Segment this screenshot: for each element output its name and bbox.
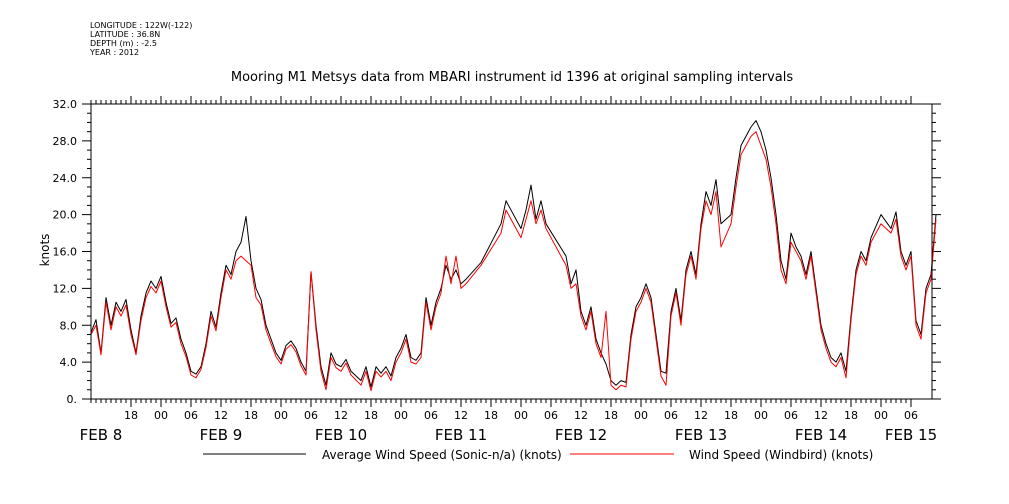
x-tick-label: 06 — [664, 409, 678, 422]
x-day-label: FEB 14 — [795, 426, 847, 444]
x-tick-label: 00 — [634, 409, 648, 422]
x-day-label: FEB 13 — [675, 426, 727, 444]
y-tick-label: 8.0 — [60, 319, 78, 332]
x-tick-label: 12 — [694, 409, 708, 422]
x-day-label: FEB 8 — [80, 426, 123, 444]
x-tick-label: 18 — [844, 409, 858, 422]
x-day-label: FEB 12 — [555, 426, 607, 444]
x-tick-label: 00 — [154, 409, 168, 422]
x-tick-label: 00 — [394, 409, 408, 422]
y-axis-label: knots — [38, 234, 52, 267]
y-tick-label: 20.0 — [53, 209, 78, 222]
year-label: YEAR : 2012 — [90, 48, 140, 57]
depth-label: DEPTH (m) : -2.5 — [90, 39, 157, 48]
x-day-label: FEB 9 — [200, 426, 243, 444]
series-layer — [90, 120, 937, 392]
x-tick-label: 06 — [544, 409, 558, 422]
x-tick-label: 18 — [124, 409, 138, 422]
y-tick-label: 32.0 — [53, 98, 78, 111]
x-day-label: FEB 11 — [435, 426, 487, 444]
x-tick-label: 00 — [754, 409, 768, 422]
legend-label-windbird: Wind Speed (Windbird) (knots) — [689, 448, 873, 462]
x-tick-label: 00 — [874, 409, 888, 422]
x-tick-label: 18 — [364, 409, 378, 422]
x-day-label: FEB 15 — [885, 426, 937, 444]
x-tick-label: 06 — [304, 409, 318, 422]
legend-label-average: Average Wind Speed (Sonic-n/a) (knots) — [322, 448, 562, 462]
x-tick-label: 12 — [334, 409, 348, 422]
y-tick-label: 4.0 — [60, 356, 78, 369]
y-tick-label: 24.0 — [53, 172, 78, 185]
axes-layer: 0. 4.0 8.0 12.0 16.0 20.0 24.0 28.0 32.0 18 00 06 12… — [53, 96, 941, 444]
x-tick-label: 00 — [514, 409, 528, 422]
x-day-label: FEB 10 — [315, 426, 367, 444]
x-tick-label: 12 — [574, 409, 588, 422]
x-tick-label: 12 — [214, 409, 228, 422]
x-tick-label: 12 — [814, 409, 828, 422]
x-tick-label: 06 — [424, 409, 438, 422]
x-tick-label: 18 — [484, 409, 498, 422]
y-tick-label: 28.0 — [53, 135, 78, 148]
series-line-windbird — [90, 131, 937, 392]
x-tick-label: 06 — [784, 409, 798, 422]
y-tick-label: 0. — [67, 393, 78, 406]
legend: Average Wind Speed (Sonic-n/a) (knots) W… — [203, 448, 873, 462]
plot-frame — [90, 103, 933, 400]
x-tick-label: 18 — [724, 409, 738, 422]
x-tick-label: 00 — [274, 409, 288, 422]
series-line-average-wind — [90, 120, 937, 388]
x-tick-label: 18 — [244, 409, 258, 422]
x-tick-label: 06 — [904, 409, 918, 422]
y-tick-label: 16.0 — [53, 246, 78, 259]
x-tick-label: 12 — [454, 409, 468, 422]
longitude-label: LONGITUDE : 122W(-122) — [90, 21, 193, 30]
y-tick-label: 12.0 — [53, 282, 78, 295]
x-tick-label: 06 — [184, 409, 198, 422]
chart-title: Mooring M1 Metsys data from MBARI instru… — [231, 70, 793, 85]
latitude-label: LATITUDE : 36.8N — [90, 30, 161, 39]
x-tick-label: 18 — [604, 409, 618, 422]
